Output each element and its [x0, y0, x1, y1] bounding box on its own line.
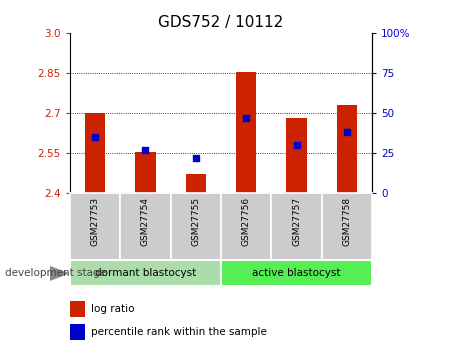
Text: development stage: development stage: [5, 268, 106, 278]
Text: GSM27754: GSM27754: [141, 197, 150, 246]
Text: GSM27755: GSM27755: [191, 197, 200, 246]
Text: GSM27758: GSM27758: [342, 197, 351, 246]
Title: GDS752 / 10112: GDS752 / 10112: [158, 15, 284, 30]
Text: percentile rank within the sample: percentile rank within the sample: [91, 327, 267, 337]
Point: [293, 142, 300, 148]
Bar: [186, 175, 206, 193]
Bar: [135, 152, 156, 193]
Bar: [170, 193, 221, 260]
Bar: [70, 301, 85, 317]
Bar: [70, 193, 120, 260]
Bar: [272, 193, 322, 260]
Point: [243, 115, 250, 120]
Text: GSM27756: GSM27756: [242, 197, 251, 246]
Text: GSM27753: GSM27753: [91, 197, 100, 246]
Text: log ratio: log ratio: [91, 304, 134, 314]
Point: [142, 147, 149, 152]
Bar: [120, 193, 170, 260]
Point: [343, 129, 350, 135]
Bar: [70, 324, 85, 340]
Polygon shape: [50, 266, 68, 280]
Bar: [70, 260, 221, 286]
Bar: [286, 118, 307, 193]
Bar: [221, 193, 272, 260]
Text: active blastocyst: active blastocyst: [252, 268, 341, 278]
Bar: [221, 260, 372, 286]
Bar: [322, 193, 372, 260]
Text: GSM27757: GSM27757: [292, 197, 301, 246]
Bar: [85, 113, 105, 193]
Text: dormant blastocyst: dormant blastocyst: [95, 268, 196, 278]
Bar: [236, 71, 256, 193]
Point: [192, 155, 199, 161]
Bar: [337, 105, 357, 193]
Point: [92, 134, 99, 140]
